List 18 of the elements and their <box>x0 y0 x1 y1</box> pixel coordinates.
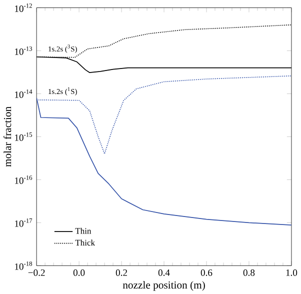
x-tick-label: 0.8 <box>243 269 255 276</box>
x-tick-label: 0.0 <box>73 269 85 276</box>
y-tick-label: 10$^{-13}$ <box>15 46 32 55</box>
x-tick-label: 0.2 <box>116 269 127 276</box>
y-tick-label: 10$^{-14}$ <box>15 89 32 98</box>
x-tick-label: 0.6 <box>200 269 212 276</box>
y-axis-title: molar fraction <box>4 106 12 167</box>
legend-label: Thin <box>75 228 92 234</box>
y-tick-label: 10$^{-16}$ <box>15 175 32 184</box>
y-tick-label: 10$^{-12}$ <box>15 3 32 12</box>
x-axis-title: nozzle position (m) <box>122 280 205 291</box>
y-tick-label: 10$^{-18}$ <box>15 261 32 270</box>
legend-label: Thick <box>75 239 96 246</box>
y-tick-label: 10$^{-17}$ <box>15 218 32 227</box>
y-tick-label: 10$^{-15}$ <box>15 132 32 141</box>
x-tick-label: 1.0 <box>286 269 298 276</box>
x-tick-label: −0.2 <box>28 269 45 276</box>
x-tick-label: 0.4 <box>158 269 170 276</box>
